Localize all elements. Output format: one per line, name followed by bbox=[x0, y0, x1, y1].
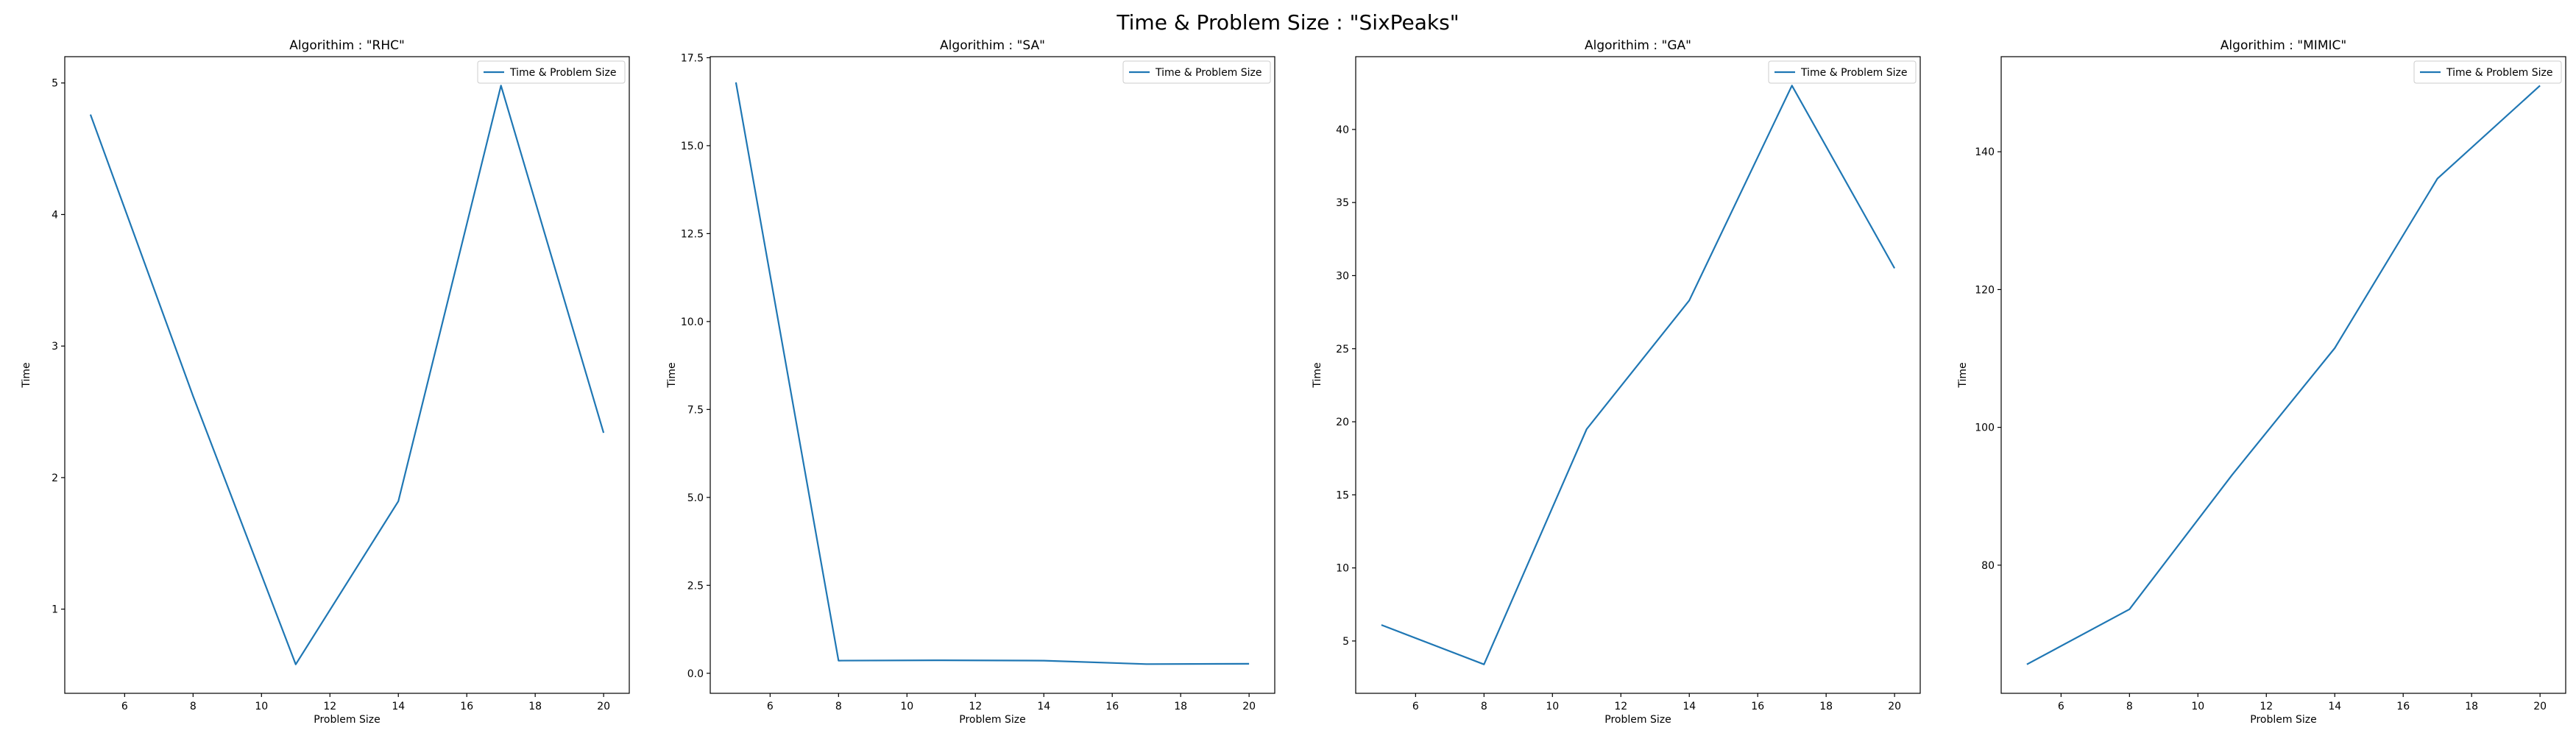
x-tick-label: 6 bbox=[767, 701, 774, 712]
y-tick-label: 35 bbox=[1336, 197, 1349, 209]
x-tick-label: 18 bbox=[2465, 701, 2478, 712]
x-tick-label: 14 bbox=[2328, 701, 2341, 712]
x-tick-label: 14 bbox=[392, 701, 405, 712]
x-tick-label: 6 bbox=[1412, 701, 1419, 712]
y-axis-label: Time bbox=[1312, 362, 1323, 388]
x-tick-label: 14 bbox=[1037, 701, 1050, 712]
x-axis-label: Problem Size bbox=[314, 714, 380, 726]
series-line bbox=[89, 85, 605, 665]
y-tick-label: 5.0 bbox=[687, 492, 704, 504]
y-tick-label: 17.5 bbox=[681, 52, 704, 64]
legend-label: Time & Problem Size bbox=[509, 67, 617, 79]
subplot-title: Algorithim : "MIMIC" bbox=[2221, 38, 2346, 53]
y-axis-label: Time bbox=[666, 362, 678, 388]
subplot-title: Algorithim : "GA" bbox=[1585, 38, 1691, 53]
y-tick-label: 80 bbox=[1981, 560, 1995, 572]
x-tick-label: 12 bbox=[969, 701, 982, 712]
x-tick-label: 6 bbox=[121, 701, 128, 712]
x-tick-label: 8 bbox=[1481, 701, 1487, 712]
x-tick-label: 20 bbox=[597, 701, 610, 712]
x-tick-label: 20 bbox=[1888, 701, 1901, 712]
axes-frame bbox=[710, 56, 1275, 694]
y-tick-label: 15.0 bbox=[681, 141, 704, 152]
legend-box bbox=[1768, 60, 1917, 84]
x-tick-label: 8 bbox=[835, 701, 842, 712]
y-tick-label: 10 bbox=[1336, 563, 1349, 575]
x-tick-label: 18 bbox=[1819, 701, 1833, 712]
subplot-4: Algorithim : "MIMIC" 6 8 10 12 14 16 18 20 80 100 1… bbox=[1957, 38, 2566, 726]
subplot-title: Algorithim : "RHC" bbox=[289, 38, 405, 53]
legend-label: Time & Problem Size bbox=[1155, 67, 1262, 79]
y-tick-label: 5 bbox=[52, 78, 58, 90]
x-tick-label: 14 bbox=[1682, 701, 1696, 712]
legend-label: Time & Problem Size bbox=[1800, 67, 1908, 79]
y-tick-label: 1 bbox=[52, 604, 58, 616]
y-tick-label: 0.0 bbox=[687, 668, 704, 680]
subplot-1: Algorithim : "RHC"6 8 10 12 14 16 18 2012345Pro… bbox=[21, 38, 630, 726]
y-tick-label: 12.5 bbox=[681, 228, 704, 240]
x-axis-label: Problem Size bbox=[1604, 714, 1671, 726]
axes-frame bbox=[1355, 56, 1921, 694]
x-tick-label: 10 bbox=[1546, 701, 1559, 712]
y-tick-label: 140 bbox=[1975, 146, 1995, 158]
x-tick-label: 16 bbox=[2396, 701, 2410, 712]
y-axis-label: Time bbox=[1957, 362, 1969, 388]
y-tick-label: 25 bbox=[1336, 344, 1349, 355]
subplot-title: Algorithim : "SA" bbox=[940, 38, 1045, 53]
y-tick-label: 20 bbox=[1336, 417, 1349, 428]
y-tick-label: 100 bbox=[1975, 422, 1995, 434]
axes-frame bbox=[64, 56, 630, 694]
legend: Time & Problem Size bbox=[2413, 60, 2562, 84]
series-line bbox=[1381, 85, 1896, 665]
x-tick-label: 12 bbox=[323, 701, 336, 712]
y-tick-label: 7.5 bbox=[687, 404, 704, 416]
y-tick-label: 4 bbox=[52, 209, 58, 221]
axes-frame bbox=[2000, 56, 2566, 694]
x-tick-label: 8 bbox=[190, 701, 197, 712]
x-axis-label: Problem Size bbox=[959, 714, 1025, 726]
x-tick-label: 20 bbox=[2533, 701, 2547, 712]
x-tick-label: 18 bbox=[1174, 701, 1187, 712]
y-tick-label: 2 bbox=[52, 473, 58, 484]
y-tick-label: 5 bbox=[1342, 636, 1349, 648]
y-tick-label: 10.0 bbox=[681, 316, 704, 328]
x-tick-label: 10 bbox=[900, 701, 913, 712]
x-tick-label: 10 bbox=[255, 701, 268, 712]
y-tick-label: 3 bbox=[52, 341, 58, 353]
subplot-3: Algorithim : "GA" 6 8 10 12 14 16 18 20 5 10 15 20 25… bbox=[1312, 38, 1921, 726]
legend-box bbox=[2413, 60, 2562, 84]
legend-box bbox=[1122, 60, 1271, 84]
series-line bbox=[2026, 85, 2541, 665]
x-tick-label: 12 bbox=[1614, 701, 1627, 712]
legend: Time & Problem Size bbox=[477, 60, 626, 84]
subplot-2: Algorithim : "SA" 6 8 10 12 14 16 18 20 0.0 2.5 5.0… bbox=[666, 38, 1275, 726]
x-tick-label: 8 bbox=[2126, 701, 2133, 712]
y-tick-label: 40 bbox=[1336, 124, 1349, 136]
legend-box bbox=[477, 60, 626, 84]
x-axis-label: Problem Size bbox=[2250, 714, 2316, 726]
legend: Time & Problem Size bbox=[1122, 60, 1271, 84]
x-tick-label: 12 bbox=[2260, 701, 2273, 712]
x-tick-label: 16 bbox=[1105, 701, 1119, 712]
x-tick-label: 10 bbox=[2191, 701, 2204, 712]
y-tick-label: 15 bbox=[1336, 489, 1349, 501]
x-tick-label: 16 bbox=[1751, 701, 1764, 712]
y-tick-label: 120 bbox=[1975, 284, 1995, 296]
series-line bbox=[735, 82, 1250, 665]
y-axis-label: Time bbox=[21, 362, 32, 388]
legend: Time & Problem Size bbox=[1768, 60, 1917, 84]
figure-suptitle: Time & Problem Size : "SixPeaks" bbox=[1116, 10, 1459, 35]
x-tick-label: 16 bbox=[460, 701, 473, 712]
y-tick-label: 2.5 bbox=[687, 580, 704, 592]
x-tick-label: 18 bbox=[528, 701, 542, 712]
legend-label: Time & Problem Size bbox=[2446, 67, 2553, 79]
y-tick-label: 30 bbox=[1336, 270, 1349, 282]
x-tick-label: 20 bbox=[1242, 701, 1256, 712]
x-tick-label: 6 bbox=[2058, 701, 2064, 712]
